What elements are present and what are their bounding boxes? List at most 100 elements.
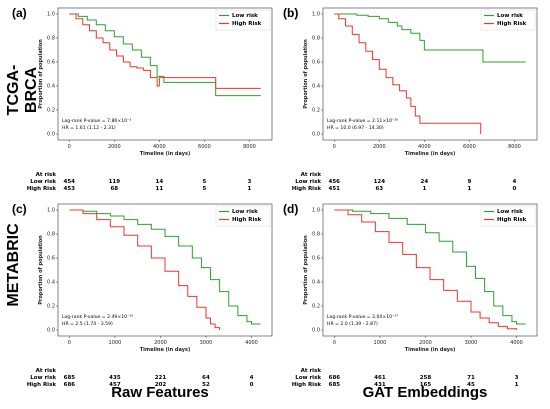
km-curve-low-risk (69, 209, 261, 325)
risk-count: 258 (419, 375, 432, 381)
risk-count: 71 (467, 375, 475, 381)
legend-label: Low risk (232, 209, 258, 215)
y-axis-label: Proportion of population (303, 235, 309, 305)
risk-count: 685 (63, 375, 76, 381)
legend-label: Low risk (232, 13, 258, 19)
risk-count: 9 (467, 179, 472, 185)
x-tick-label: 3000 (200, 340, 213, 346)
risk-count: 165 (419, 382, 432, 388)
y-tick-label: 0.0 (47, 328, 55, 334)
risk-count: 686 (328, 375, 341, 381)
risk-table-d: At risk Low risk 686 461 258 71 3 High Risk 685 4… (292, 196, 545, 388)
y-tick-label: 0.0 (312, 328, 320, 334)
x-tick-label: 1000 (109, 340, 122, 346)
risk-count: 451 (328, 186, 340, 192)
x-tick-label: 6000 (463, 144, 476, 150)
y-tick-label: 0.8 (47, 36, 55, 42)
panel-d: (d) 0.0 0.2 0.4 0.6 0.8 1.0 0 1000 2000 3000 4000 T… (283, 196, 545, 388)
risk-table-a: At risk Low risk 454 119 14 5 3 High Risk 453 68 1… (27, 0, 280, 196)
y-tick-label: 0.0 (47, 132, 55, 138)
y-tick-label: 0.6 (312, 60, 320, 66)
col-label-gat-embeddings: GAT Embeddings (362, 384, 488, 401)
risk-row-label: Low risk (295, 179, 321, 185)
x-tick-label: 2000 (154, 340, 167, 346)
x-tick-label: 2000 (373, 144, 386, 150)
x-tick-label: 8000 (243, 144, 256, 150)
risk-count: 685 (328, 382, 341, 388)
risk-count: 24 (420, 179, 429, 185)
y-tick-label: 0.8 (47, 232, 55, 238)
legend-box (480, 205, 536, 227)
legend-label: Low risk (497, 13, 523, 19)
km-plot-a: 0.0 0.2 0.4 0.6 0.8 1.0 0 2000 4000 6000 8000 Timel… (38, 7, 273, 157)
y-tick-label: 0.4 (312, 280, 320, 286)
panel-tag: (d) (283, 202, 299, 216)
risk-table-header: At risk (35, 172, 56, 178)
x-tick-label: 6000 (198, 144, 211, 150)
stat-line: Log-rank P-value = 2.04×10⁻³⁷ (327, 314, 398, 320)
x-axis-label: Timeline (in days) (140, 151, 190, 157)
panel-a: (a) 0.0 0.2 0.4 0.6 0.8 1.0 0 2000 4000 6000 8000 T… (12, 0, 280, 196)
y-tick-label: 0.6 (47, 60, 55, 66)
risk-count: 63 (375, 186, 384, 192)
stat-line: HR = 10.0 (6.97 - 14.30) (327, 125, 384, 131)
risk-count: 5 (202, 186, 207, 192)
legend-box (480, 9, 536, 31)
x-tick-label: 0 (68, 340, 71, 346)
km-curve-high-risk (69, 13, 261, 89)
x-tick-label: 8000 (508, 144, 521, 150)
y-tick-label: 0.2 (312, 108, 320, 114)
x-tick-label: 4000 (418, 144, 431, 150)
x-tick-label: 0 (333, 340, 336, 346)
y-tick-label: 0.2 (47, 304, 55, 310)
km-curve-low-risk (334, 209, 526, 325)
x-axis-label: Timeline (in days) (140, 347, 190, 353)
risk-row-label: Low risk (30, 375, 56, 381)
stat-line: HR = 2.5 (1.74 - 3.59) (62, 321, 113, 327)
risk-count: 1 (247, 186, 252, 192)
risk-table-header: At risk (35, 368, 56, 374)
panel-c: (c) 0.0 0.2 0.4 0.6 0.8 1.0 0 1000 2000 3000 4000 T… (12, 196, 280, 388)
panel-b: (b) 0.0 0.2 0.4 0.6 0.8 1.0 0 2000 4000 6000 8000 T… (283, 0, 545, 196)
legend-label: Low risk (497, 209, 523, 215)
risk-count: 0 (249, 382, 254, 388)
risk-count: 453 (63, 186, 75, 192)
stat-line: Log-rank P-value = 7.86×10⁻³ (62, 118, 131, 124)
y-tick-label: 0.2 (47, 108, 55, 114)
x-tick-label: 4000 (153, 144, 166, 150)
y-tick-label: 0.4 (47, 280, 55, 286)
risk-table-b: At risk Low risk 456 124 24 9 4 High Risk 451 63 1… (292, 0, 545, 196)
km-curve-low-risk (69, 13, 261, 97)
km-plot-b: 0.0 0.2 0.4 0.6 0.8 1.0 0 2000 4000 6000 8000 Timel… (303, 7, 538, 157)
x-tick-label: 4000 (245, 340, 258, 346)
km-curve-high-risk (334, 209, 518, 330)
stat-line: Log-rank P-value = 2.49×10⁻¹⁹ (62, 314, 133, 320)
risk-count: 1 (514, 382, 519, 388)
x-tick-label: 1000 (374, 340, 387, 346)
legend-box (215, 9, 271, 31)
risk-table-c: At risk Low risk 685 435 221 64 4 High Risk 686 4… (27, 196, 280, 388)
risk-count: 3 (247, 179, 252, 185)
panel-tag: (a) (12, 6, 27, 20)
y-tick-label: 1.0 (47, 12, 55, 18)
km-curve-high-risk (334, 13, 482, 134)
legend-label: High Risk (497, 217, 527, 223)
legend-box (215, 205, 271, 227)
row-label-tcga-brca: TCGA-BRCA (5, 64, 40, 116)
risk-count: 45 (467, 382, 475, 388)
risk-count: 11 (155, 186, 164, 192)
y-tick-label: 1.0 (47, 208, 55, 214)
risk-count: 124 (373, 179, 386, 185)
row-label-metabric: METABRIC (5, 223, 22, 307)
y-tick-label: 1.0 (312, 12, 320, 18)
risk-count: 457 (109, 382, 121, 388)
col-label-raw-features: Raw Features (111, 384, 209, 401)
km-plot-c: 0.0 0.2 0.4 0.6 0.8 1.0 0 1000 2000 3000 4000 Timel… (38, 203, 273, 353)
risk-count: 1 (467, 186, 472, 192)
y-tick-label: 0.0 (312, 132, 320, 138)
y-tick-label: 1.0 (312, 208, 320, 214)
y-tick-label: 0.2 (312, 304, 320, 310)
risk-count: 119 (108, 179, 121, 185)
stat-line: Log-rank P-value = 2.11×10⁻²⁶ (327, 118, 398, 124)
risk-count: 52 (202, 382, 210, 388)
